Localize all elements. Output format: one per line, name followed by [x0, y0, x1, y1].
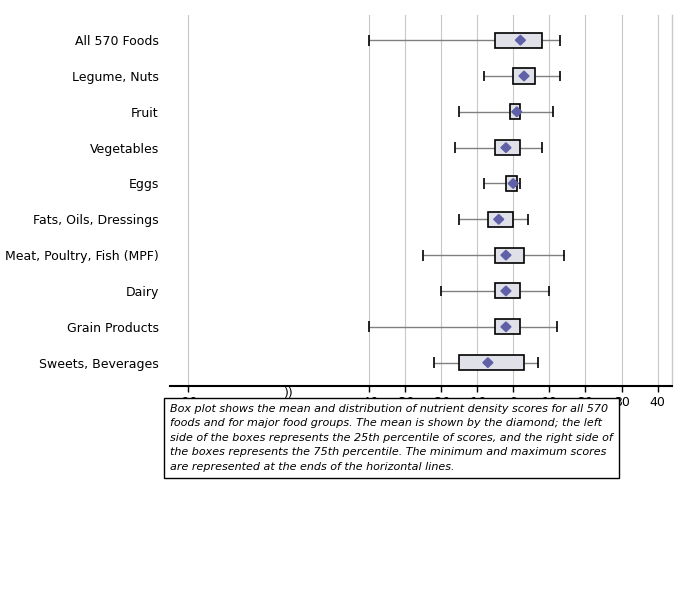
- Polygon shape: [501, 143, 511, 153]
- Bar: [459, 355, 524, 370]
- Bar: [495, 319, 520, 334]
- Polygon shape: [519, 71, 529, 81]
- Polygon shape: [501, 250, 511, 260]
- Polygon shape: [501, 322, 511, 332]
- Bar: [495, 248, 524, 263]
- Text: )): )): [284, 387, 294, 400]
- Polygon shape: [501, 286, 511, 296]
- Bar: [488, 212, 514, 227]
- Polygon shape: [483, 358, 493, 367]
- X-axis label: Nutrient Density Score per RACC: Nutrient Density Score per RACC: [292, 418, 550, 432]
- Bar: [495, 283, 520, 298]
- Bar: [509, 104, 520, 119]
- Text: Box plot shows the mean and distribution of nutrient density scores for all 570
: Box plot shows the mean and distribution…: [170, 404, 613, 472]
- Bar: [495, 33, 542, 48]
- Bar: [506, 176, 517, 191]
- Polygon shape: [508, 178, 518, 188]
- Polygon shape: [493, 215, 504, 224]
- Polygon shape: [516, 36, 525, 45]
- Bar: [514, 69, 535, 83]
- Bar: [495, 140, 520, 155]
- Polygon shape: [512, 107, 522, 116]
